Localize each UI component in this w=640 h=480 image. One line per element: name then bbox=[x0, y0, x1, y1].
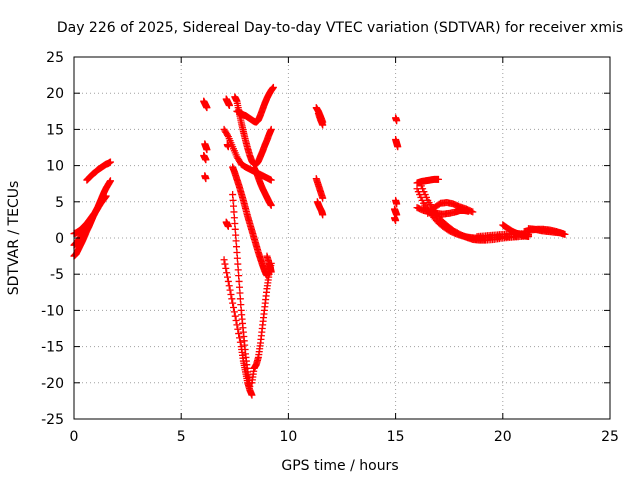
data-point-marker bbox=[319, 121, 327, 129]
data-point-marker bbox=[394, 143, 402, 151]
data-point-marker bbox=[246, 382, 254, 390]
y-tick-label: 20 bbox=[46, 86, 64, 102]
data-point-marker bbox=[319, 194, 327, 202]
data-point-marker bbox=[319, 211, 327, 219]
chart-title: Day 226 of 2025, Sidereal Day-to-day VTE… bbox=[57, 20, 623, 36]
data-point-marker bbox=[236, 338, 244, 346]
data-point-marker bbox=[392, 217, 400, 225]
data-point-marker bbox=[525, 233, 533, 241]
data-point-marker bbox=[434, 175, 442, 183]
y-axis-label: SDTVAR / TECUs bbox=[6, 181, 22, 296]
x-tick-label: 20 bbox=[494, 429, 512, 445]
data-point-marker bbox=[203, 146, 211, 154]
y-tick-label: 10 bbox=[46, 159, 64, 175]
y-tick-label: 15 bbox=[46, 122, 64, 138]
data-point-marker bbox=[222, 264, 230, 272]
data-point-marker bbox=[225, 282, 233, 290]
data-point-marker bbox=[223, 269, 231, 277]
data-point-marker bbox=[234, 325, 242, 333]
data-point-marker bbox=[227, 290, 235, 298]
data-point-marker bbox=[202, 156, 210, 164]
y-tick-label: 25 bbox=[46, 50, 64, 66]
data-point-marker bbox=[224, 222, 232, 230]
data-point-marker bbox=[267, 201, 275, 209]
data-point-marker bbox=[229, 299, 237, 307]
x-tick-label: 10 bbox=[279, 429, 297, 445]
data-point-marker bbox=[235, 330, 243, 338]
y-tick-label: -20 bbox=[41, 376, 64, 392]
data-point-marker bbox=[267, 268, 275, 276]
data-point-marker bbox=[231, 312, 239, 320]
data-point-marker bbox=[248, 391, 256, 399]
y-tick-label: 5 bbox=[55, 195, 64, 211]
data-point-marker bbox=[267, 176, 275, 184]
data-point-marker bbox=[232, 317, 240, 325]
data-point-marker bbox=[102, 192, 110, 200]
data-point-marker bbox=[267, 125, 275, 133]
x-tick-label: 25 bbox=[601, 429, 619, 445]
y-tick-label: -5 bbox=[50, 267, 64, 283]
data-point-marker bbox=[202, 175, 210, 183]
data-point-marker bbox=[224, 277, 232, 285]
data-point-marker bbox=[230, 304, 238, 312]
axis-ticks: 0 5 10 15 20 25 -25 -20 -15 -10 -5 0 5 10 15 20 25 bbox=[41, 50, 619, 445]
data-point-marker bbox=[269, 83, 277, 91]
data-point-marker bbox=[469, 208, 477, 216]
data-point-marker bbox=[203, 104, 211, 112]
data-point-marker bbox=[561, 230, 569, 238]
x-tick-label: 0 bbox=[70, 429, 79, 445]
x-tick-label: 15 bbox=[387, 429, 405, 445]
data-point-marker bbox=[230, 308, 238, 316]
y-tick-label: 0 bbox=[55, 231, 64, 247]
data-point-marker bbox=[236, 334, 244, 342]
data-point-marker bbox=[106, 177, 114, 185]
data-point-marker bbox=[220, 256, 228, 264]
data-point-marker bbox=[96, 201, 104, 209]
data-point-marker bbox=[393, 200, 401, 208]
data-point-marker bbox=[393, 117, 401, 125]
data-point-marker bbox=[228, 295, 236, 303]
data-point-marker bbox=[224, 273, 232, 281]
y-tick-label: -25 bbox=[41, 412, 64, 428]
x-axis-label: GPS time / hours bbox=[281, 458, 398, 474]
data-point-marker bbox=[106, 158, 114, 166]
grid-lines bbox=[74, 57, 610, 419]
data-points bbox=[70, 83, 569, 399]
y-tick-label: -10 bbox=[41, 303, 64, 319]
data-point-marker bbox=[233, 321, 241, 329]
data-point-marker bbox=[226, 286, 234, 294]
data-point-marker bbox=[221, 260, 229, 268]
y-tick-label: -15 bbox=[41, 340, 64, 356]
x-tick-label: 5 bbox=[177, 429, 186, 445]
data-point-marker bbox=[225, 102, 233, 110]
